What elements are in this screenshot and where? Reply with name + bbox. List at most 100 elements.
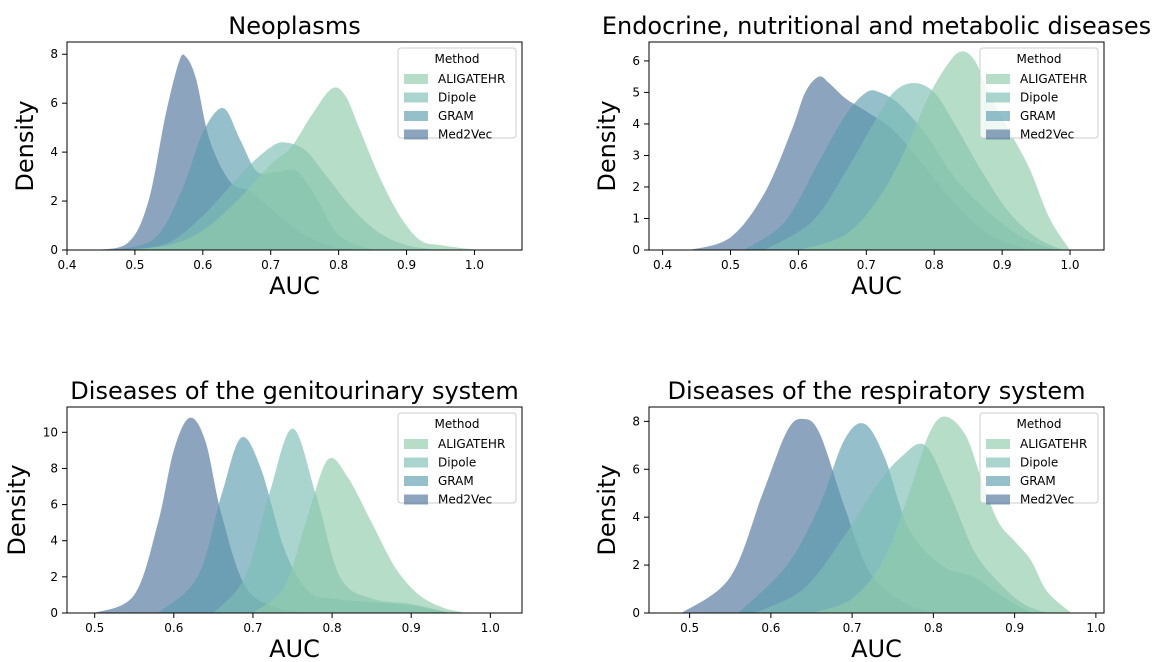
x-tick-label: 0.5 bbox=[85, 621, 104, 635]
chart-panel-4: Diseases of the respiratory system 0.5 0.6… bbox=[593, 377, 1105, 662]
legend-swatch bbox=[404, 74, 428, 84]
y-axis-label: Density bbox=[11, 100, 39, 191]
density-area-med2vec bbox=[681, 418, 934, 613]
y-tick-label: 4 bbox=[50, 534, 58, 548]
x-tick-label: 1.0 bbox=[465, 258, 484, 272]
legend-entry: Med2Vec bbox=[1020, 493, 1074, 507]
density-area-aligatehr bbox=[252, 457, 467, 613]
y-axis-label: Density bbox=[593, 464, 621, 555]
legend-entry: Dipole bbox=[1020, 456, 1058, 470]
legend-swatch bbox=[986, 476, 1010, 486]
legend-entry: GRAM bbox=[1020, 109, 1056, 123]
y-tick-label: 4 bbox=[50, 145, 58, 159]
x-tick-label: 0.8 bbox=[925, 258, 944, 272]
x-tick-label: 0.7 bbox=[857, 258, 876, 272]
density-area-aligatehr bbox=[798, 51, 1071, 250]
chart-panel-1: Neoplasms 0.4 0.5 0.6 0.7 0.8 0.9 1.0 0 2 4 6 8 AUC De… bbox=[11, 12, 523, 300]
legend-entry: Med2Vec bbox=[1020, 128, 1074, 142]
axes-frame bbox=[66, 406, 523, 614]
legend-swatch bbox=[986, 129, 1010, 140]
legend-entry: Dipole bbox=[1020, 91, 1058, 105]
y-tick-label: 0 bbox=[632, 606, 640, 620]
legend-entry: ALIGATEHR bbox=[438, 437, 505, 451]
y-tick-label: 4 bbox=[632, 117, 640, 131]
legend-swatch bbox=[986, 111, 1010, 121]
y-tick-label: 2 bbox=[50, 194, 58, 208]
y-tick-label: 0 bbox=[632, 243, 640, 257]
legend-entry: GRAM bbox=[1020, 474, 1056, 488]
y-tick-label: 2 bbox=[50, 570, 58, 584]
chart-title: Diseases of the respiratory system bbox=[668, 377, 1086, 405]
legend-entry: Med2Vec bbox=[438, 493, 492, 507]
x-axis-label: AUC bbox=[269, 635, 320, 662]
chart-title: Endocrine, nutritional and metabolic dis… bbox=[602, 12, 1151, 40]
legend-title: Method bbox=[434, 417, 479, 431]
y-axis-label: Density bbox=[3, 464, 31, 555]
legend-title: Method bbox=[434, 52, 479, 66]
axes-frame bbox=[648, 41, 1105, 251]
x-tick-label: 0.7 bbox=[243, 621, 262, 635]
x-tick-label: 1.0 bbox=[1060, 258, 1079, 272]
chart-panel-2: Endocrine, nutritional and metabolic dis… bbox=[593, 12, 1151, 300]
density-area-aligatehr bbox=[811, 416, 1072, 613]
x-tick-label: 0.9 bbox=[402, 621, 421, 635]
legend-swatch bbox=[404, 111, 428, 121]
x-tick-label: 0.9 bbox=[397, 258, 416, 272]
density-area-aligatehr bbox=[121, 87, 482, 250]
y-tick-label: 8 bbox=[632, 414, 640, 428]
legend-swatch bbox=[404, 439, 428, 449]
legend-swatch bbox=[404, 129, 428, 140]
x-axis-label: AUC bbox=[851, 635, 902, 662]
legend-entry: GRAM bbox=[438, 474, 474, 488]
x-tick-label: 1.0 bbox=[481, 621, 500, 635]
y-tick-label: 4 bbox=[632, 510, 640, 524]
y-tick-label: 8 bbox=[50, 47, 58, 61]
density-areas bbox=[94, 417, 467, 613]
axes-frame bbox=[648, 406, 1105, 614]
x-tick-label: 0.6 bbox=[164, 621, 183, 635]
x-tick-label: 1.0 bbox=[1086, 621, 1105, 635]
y-tick-label: 2 bbox=[632, 558, 640, 572]
y-tick-label: 6 bbox=[50, 96, 58, 110]
density-area-gram bbox=[158, 436, 451, 613]
x-tick-label: 0.5 bbox=[125, 258, 144, 272]
legend-entry: Dipole bbox=[438, 91, 476, 105]
y-tick-label: 10 bbox=[43, 425, 58, 439]
x-tick-label: 0.6 bbox=[193, 258, 212, 272]
x-tick-label: 0.9 bbox=[993, 258, 1012, 272]
x-axis-label: AUC bbox=[269, 272, 320, 300]
chart-panel-3: Diseases of the genitourinary system 0.5 0… bbox=[3, 377, 523, 662]
legend-entry: Med2Vec bbox=[438, 128, 492, 142]
y-tick-label: 2 bbox=[632, 180, 640, 194]
density-areas bbox=[689, 51, 1071, 250]
x-tick-label: 0.4 bbox=[57, 258, 76, 272]
y-tick-label: 6 bbox=[632, 462, 640, 476]
x-tick-label: 0.7 bbox=[843, 621, 862, 635]
density-area-med2vec bbox=[94, 417, 317, 613]
density-areas bbox=[681, 416, 1072, 613]
y-tick-label: 8 bbox=[50, 461, 58, 475]
x-tick-label: 0.6 bbox=[789, 258, 808, 272]
x-tick-label: 0.6 bbox=[761, 621, 780, 635]
x-axis-label: AUC bbox=[851, 272, 902, 300]
y-tick-label: 0 bbox=[50, 606, 58, 620]
legend-swatch bbox=[404, 494, 428, 505]
legend-swatch bbox=[404, 476, 428, 486]
x-tick-label: 0.7 bbox=[261, 258, 280, 272]
x-tick-label: 0.5 bbox=[680, 621, 699, 635]
legend-swatch bbox=[986, 439, 1010, 449]
axes-frame bbox=[66, 41, 523, 251]
y-tick-label: 6 bbox=[632, 54, 640, 68]
y-axis-label: Density bbox=[593, 100, 621, 191]
legend: Method ALIGATEHR Dipole GRAM Med2Vec bbox=[397, 412, 517, 507]
x-tick-label: 0.4 bbox=[653, 258, 672, 272]
legend-title: Method bbox=[1016, 52, 1061, 66]
legend-entry: Dipole bbox=[438, 456, 476, 470]
y-tick-label: 1 bbox=[632, 211, 640, 225]
y-tick-label: 6 bbox=[50, 498, 58, 512]
legend-entry: ALIGATEHR bbox=[1020, 72, 1087, 86]
x-tick-label: 0.8 bbox=[924, 621, 943, 635]
legend-swatch bbox=[986, 74, 1010, 84]
legend-title: Method bbox=[1016, 417, 1061, 431]
